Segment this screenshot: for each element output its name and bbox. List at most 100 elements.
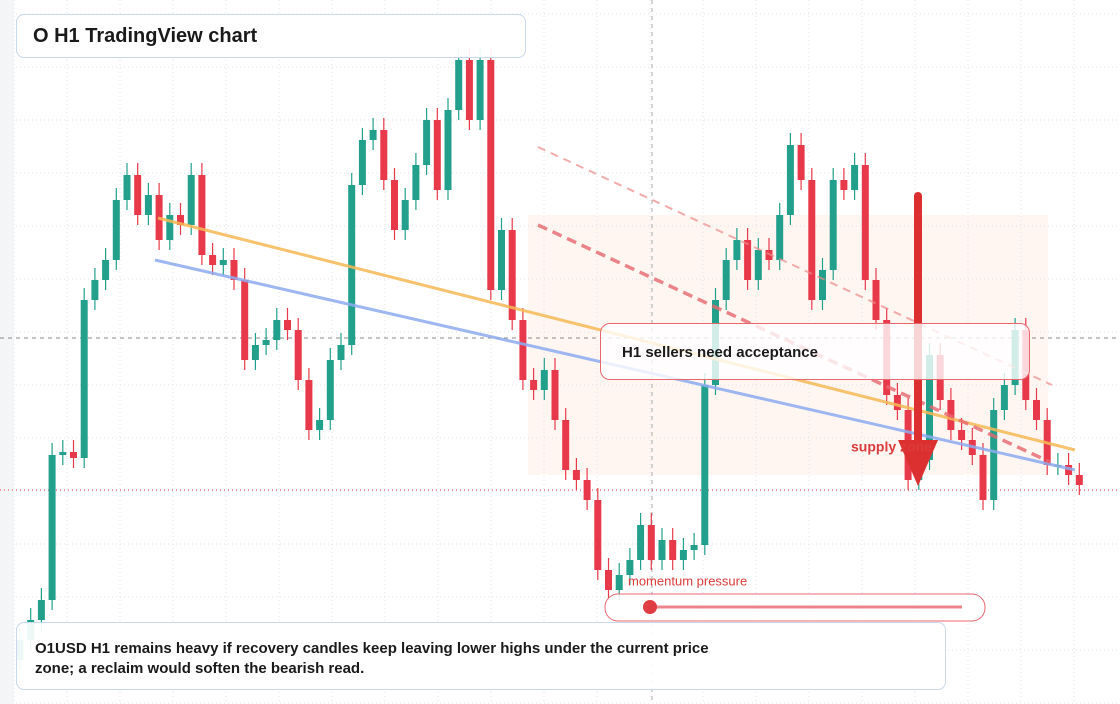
- note-text: O1USD H1 remains heavy if recovery candl…: [35, 640, 709, 677]
- candle-body: [658, 540, 666, 560]
- candle-body: [808, 180, 816, 300]
- note-box: O1USD H1 remains heavy if recovery candl…: [16, 622, 946, 690]
- candle-body: [893, 395, 901, 410]
- candle-body: [380, 130, 388, 180]
- candle-body: [562, 420, 570, 470]
- candle-body: [70, 452, 77, 458]
- callout-text: H1 sellers need acceptance: [622, 344, 818, 361]
- candle-body: [316, 420, 324, 430]
- candle-body: [284, 320, 291, 330]
- candle-body: [744, 240, 752, 280]
- candle-body: [91, 280, 99, 300]
- candle-body: [187, 175, 195, 225]
- candle-body: [251, 345, 259, 360]
- candle-body: [637, 525, 645, 560]
- candle-body: [209, 255, 217, 265]
- candle-body: [819, 270, 826, 300]
- candle-body: [797, 145, 805, 180]
- candle-body: [979, 455, 987, 500]
- candle-body: [1033, 400, 1040, 420]
- candle-body: [647, 525, 655, 560]
- candle-body: [701, 385, 709, 545]
- candle-body: [508, 230, 516, 320]
- candle-body: [337, 345, 345, 360]
- candle-body: [594, 500, 602, 570]
- candle-body: [690, 545, 698, 550]
- candle-body: [273, 320, 281, 340]
- candle-body: [840, 180, 848, 190]
- candle-body: [123, 175, 131, 200]
- candle-body: [412, 165, 420, 200]
- candle-body: [583, 480, 591, 500]
- candle-body: [423, 120, 431, 165]
- chart-title: O H1 TradingView chart: [33, 25, 258, 47]
- candle-body: [551, 370, 559, 420]
- candle-body: [198, 175, 206, 255]
- candle-body: [348, 185, 356, 345]
- candle-body: [326, 360, 334, 420]
- candle-body: [754, 250, 762, 280]
- candle-body: [615, 575, 623, 590]
- left-edge: [0, 0, 14, 704]
- candle-body: [444, 110, 452, 190]
- candle-body: [530, 380, 538, 390]
- candle-body: [476, 60, 484, 120]
- candle-body: [391, 180, 398, 230]
- candle-body: [294, 330, 302, 380]
- channel-line: [537, 223, 1051, 464]
- candle-body: [626, 560, 634, 575]
- candle-body: [358, 140, 366, 185]
- candle-body: [829, 180, 837, 270]
- candle-body: [230, 260, 238, 280]
- channel-line: [537, 146, 1053, 386]
- candle-body: [369, 130, 377, 140]
- candle-body: [540, 370, 548, 390]
- candle-body: [733, 240, 741, 260]
- candle-body: [37, 600, 45, 620]
- candle-body: [305, 380, 313, 430]
- candle-body: [134, 175, 142, 215]
- candle-body: [401, 200, 409, 230]
- candle-body: [572, 470, 580, 480]
- candle-body: [177, 215, 184, 225]
- zone-label: supply zone: [851, 439, 932, 455]
- candle-body: [926, 355, 933, 460]
- candle-body: [498, 230, 505, 290]
- candle-body: [990, 410, 998, 500]
- callout-box: H1 sellers need acceptance: [600, 323, 1030, 380]
- candle-body: [455, 60, 463, 110]
- candle-body: [80, 300, 88, 458]
- candle-body: [219, 260, 227, 265]
- candle-body: [487, 60, 495, 290]
- candle-body: [679, 550, 687, 560]
- candle-body: [144, 195, 152, 215]
- candle-body: [112, 200, 120, 260]
- arrow-head: [898, 440, 938, 486]
- candle-body: [59, 452, 67, 455]
- candle-body: [605, 570, 612, 590]
- candle-body: [48, 455, 56, 600]
- title-box: O H1 TradingView chart: [16, 14, 526, 58]
- candle-body: [519, 320, 527, 380]
- candle-body: [669, 540, 677, 560]
- candle-body: [465, 60, 473, 120]
- candle-body: [861, 165, 869, 280]
- momentum-label: momentum pressure: [628, 573, 747, 588]
- candle-body: [1000, 385, 1008, 410]
- candle-body: [958, 430, 966, 440]
- candle-body: [102, 260, 110, 280]
- candle-body: [166, 215, 174, 240]
- candle-body: [851, 165, 859, 190]
- momentum-knob: [643, 600, 657, 614]
- candle-body: [262, 340, 270, 345]
- candle-body: [433, 120, 441, 190]
- candle-body: [872, 280, 880, 320]
- candle-body: [776, 215, 784, 260]
- candle-body: [786, 145, 794, 215]
- candle-body: [241, 280, 249, 360]
- candle-body: [722, 260, 730, 300]
- candle-body: [1075, 475, 1083, 485]
